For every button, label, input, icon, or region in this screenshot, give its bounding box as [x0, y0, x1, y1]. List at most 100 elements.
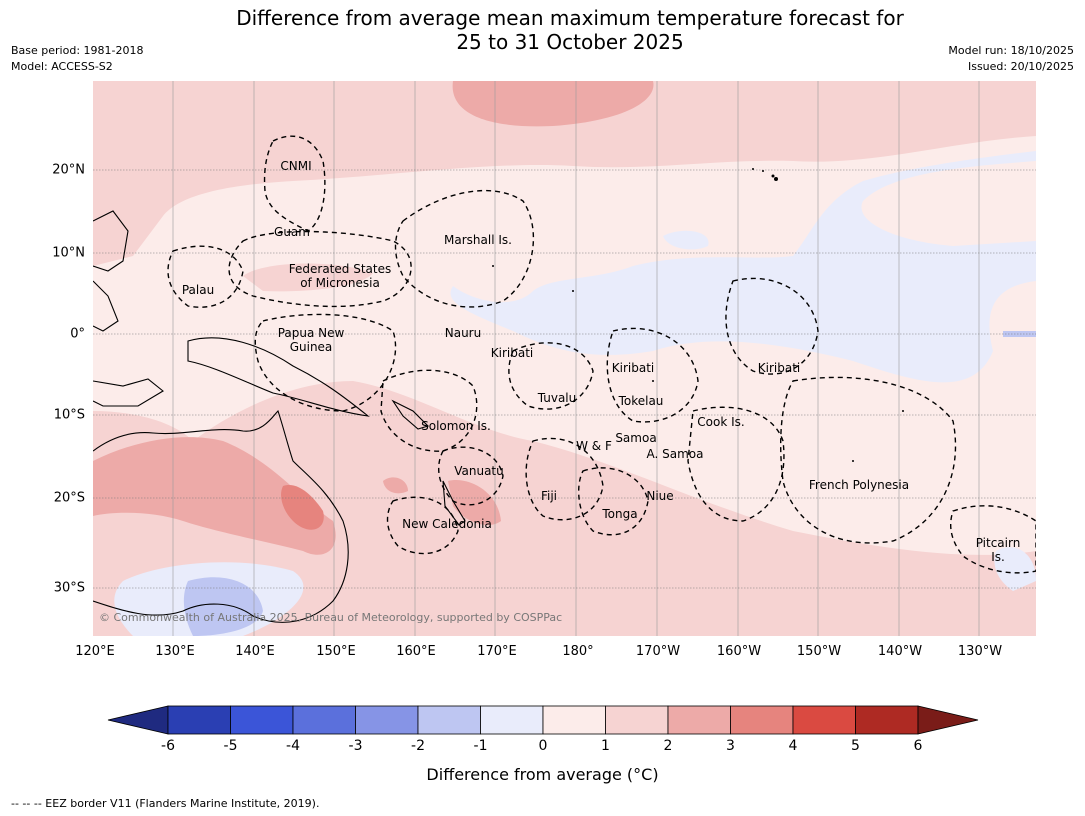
- chart-title: Difference from average mean maximum tem…: [0, 6, 1085, 54]
- label-solomon: Solomon Is.: [421, 419, 491, 433]
- lon-tick: 160°W: [716, 644, 762, 659]
- solomon-islands-coast: [391, 399, 430, 430]
- lon-tick: 120°E: [75, 644, 115, 659]
- eez-fiji: [525, 437, 604, 521]
- colorbar: [107, 705, 979, 735]
- label-kiribati-phoenix: Kiribati: [612, 361, 654, 375]
- label-palau: Palau: [182, 283, 214, 297]
- colorbar-tick: 0: [538, 738, 548, 754]
- label-cook: Cook Is.: [697, 415, 744, 429]
- lat-tick: 0°: [70, 326, 85, 342]
- longitude-gridlines: [172, 81, 980, 636]
- lon-tick: 180°: [562, 644, 594, 659]
- label-tuvalu: Tuvalu: [537, 391, 577, 405]
- label-tokelau: Tokelau: [618, 394, 664, 408]
- colorbar-segment: [292, 705, 356, 735]
- colorbar-segment: [730, 705, 794, 735]
- colorbar-tick: -4: [286, 738, 300, 754]
- label-pitcairn-1: Pitcairn: [976, 536, 1021, 550]
- label-fiji: Fiji: [541, 489, 557, 503]
- issued-date: Issued: 20/10/2025: [967, 60, 1074, 73]
- anomaly-zone-north: [93, 81, 1036, 266]
- meta-right: Model run: 18/10/2025 Issued: 20/10/2025: [948, 43, 1074, 75]
- anomaly-zone-cool-patch: [663, 230, 709, 250]
- label-tonga: Tonga: [601, 507, 637, 521]
- lat-tick: 10°S: [53, 407, 85, 423]
- islands: [492, 168, 904, 462]
- label-micronesia-2: of Micronesia: [300, 276, 380, 290]
- label-nauru: Nauru: [445, 326, 481, 340]
- anomaly-zone-cool-pitcairn: [994, 547, 1036, 591]
- colorbar-segment: [667, 705, 731, 735]
- eez-borders: [167, 135, 1036, 574]
- colorbar-tick: 1: [601, 738, 610, 754]
- label-marshall: Marshall Is.: [444, 233, 512, 247]
- indonesia-coast: [93, 378, 164, 407]
- colorbar-tick: 3: [726, 738, 735, 754]
- colorbar-segment: [230, 705, 294, 735]
- label-niue: Niue: [646, 489, 673, 503]
- map-svg: CNMI Guam Marshall Is. Federated States …: [93, 81, 1036, 636]
- label-kiribati-line: Kiribati: [758, 361, 800, 375]
- lon-tick: 130°E: [155, 644, 195, 659]
- eez-micronesia: [228, 230, 412, 308]
- colorbar-segment: [355, 705, 419, 735]
- anomaly-zone-hot-spot: [281, 485, 324, 530]
- colorbar-segments: [107, 705, 979, 735]
- colorbar-segment: [605, 705, 669, 735]
- anomaly-zone-south: [93, 381, 1036, 636]
- eez-french-polynesia: [780, 376, 957, 544]
- label-american-samoa: A. Samoa: [647, 447, 704, 461]
- eez-tuvalu: [508, 342, 594, 410]
- colorbar-tick: 6: [913, 738, 923, 754]
- eez-kiribati-line: [725, 277, 819, 375]
- label-kiribati-gilbert: Kiribati: [491, 346, 533, 360]
- eez-marshall: [394, 189, 535, 308]
- eez-new-caledonia: [386, 496, 459, 555]
- colorbar-segment: [542, 705, 606, 735]
- colorbar-tick: 5: [851, 738, 860, 754]
- eez-pitcairn: [950, 505, 1036, 574]
- lat-tick: 20°N: [52, 162, 85, 178]
- colorbar-tick: -6: [161, 738, 175, 754]
- model-run: Model run: 18/10/2025: [948, 44, 1074, 57]
- colorbar-segment: [855, 705, 919, 735]
- anomaly-zone-cool-strip: [1003, 331, 1036, 337]
- label-cnmi: CNMI: [280, 159, 311, 173]
- eez-palau: [167, 245, 244, 308]
- australia-coast: [93, 409, 349, 623]
- coastlines: [93, 210, 466, 623]
- footer-note: -- -- -- EEZ border V11 (Flanders Marine…: [11, 797, 320, 810]
- lat-tick: 20°S: [53, 490, 85, 506]
- eez-png: [254, 313, 397, 412]
- colorbar-tick: -1: [473, 738, 488, 754]
- label-pitcairn-2: Is.: [991, 550, 1005, 564]
- title-line-1: Difference from average mean maximum tem…: [236, 6, 904, 30]
- anomaly-zone-cool-core: [183, 577, 263, 636]
- anomaly-zone-south-warm: [93, 437, 336, 555]
- copyright-text: © Commonwealth of Australia 2025, Bureau…: [99, 611, 562, 624]
- lon-tick: 130°W: [957, 644, 1003, 659]
- colorbar-label: Difference from average (°C): [426, 765, 659, 784]
- label-micronesia-1: Federated States: [289, 262, 391, 276]
- meta-left: Base period: 1981-2018 Model: ACCESS-S2: [11, 43, 143, 75]
- anomaly-zone-newcal: [383, 477, 408, 494]
- anomaly-zone-cool-east: [450, 151, 1036, 383]
- colorbar-tick: 4: [788, 738, 798, 754]
- label-french-polynesia: French Polynesia: [809, 478, 909, 492]
- model-name: Model: ACCESS-S2: [11, 60, 113, 73]
- colorbar-segment: [417, 705, 481, 735]
- label-png-1: Papua New: [278, 326, 345, 340]
- eez-cook-islands: [687, 406, 785, 522]
- eez-solomon: [380, 369, 478, 452]
- lon-tick: 140°E: [235, 644, 275, 659]
- colorbar-segment: [792, 705, 856, 735]
- eez-tonga: [578, 467, 649, 536]
- eez-vanuatu: [437, 446, 504, 506]
- label-guam: Guam: [274, 225, 310, 239]
- colorbar-extend-high: [917, 705, 979, 735]
- lon-tick: 140°W: [877, 644, 923, 659]
- lat-tick: 10°N: [52, 245, 85, 261]
- lon-tick: 160°E: [396, 644, 436, 659]
- new-caledonia-coast: [442, 480, 466, 526]
